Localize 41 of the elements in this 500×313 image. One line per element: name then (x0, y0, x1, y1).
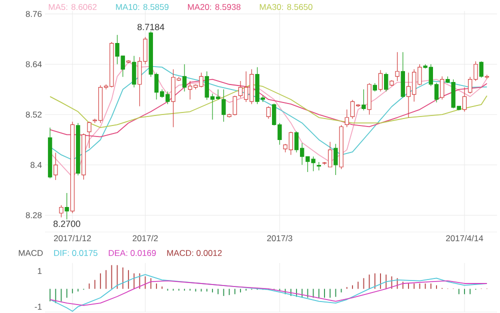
line-series (50, 62, 488, 178)
candlestick (334, 144, 338, 176)
y-tick-label: 8.64 (26, 61, 42, 68)
y-tick-label: -1 (34, 304, 42, 310)
x-tick-label: 2017/1/12 (54, 235, 91, 242)
candlestick (479, 61, 484, 78)
candlestick (440, 76, 444, 100)
candlestick (384, 72, 388, 92)
x-tick-label: 2017/4/14 (446, 235, 484, 242)
annotation: 8.7184 (138, 24, 164, 30)
candlestick (462, 87, 467, 112)
x-tick-label: 2017/2 (132, 235, 158, 242)
candlestick (54, 152, 58, 180)
text: MA30: 8.5650 (260, 4, 312, 10)
candlestick (132, 56, 136, 88)
candlestick (222, 89, 226, 122)
text: MA20: 8.5938 (188, 4, 240, 10)
annotation: 8.2700 (54, 220, 80, 227)
line-series (50, 78, 488, 138)
y-tick-label: 8.76 (26, 10, 42, 17)
text: MA10: 8.5859 (116, 4, 169, 10)
y-tick-label: 8.52 (26, 112, 42, 118)
candlestick (182, 64, 187, 92)
y-tick-label: 1 (38, 268, 42, 274)
candlestick (362, 89, 366, 111)
y-tick-label: 8.28 (26, 212, 42, 218)
chart-title: MACD (18, 250, 43, 256)
text: MACD: 0.0012 (167, 250, 222, 256)
text: DEA: 0.0169 (108, 250, 156, 256)
candlestick (378, 70, 383, 92)
y-tick-label: 8.4 (30, 162, 42, 168)
candlestick (59, 204, 64, 218)
text: DIF: 0.0175 (54, 250, 98, 256)
line-series (50, 280, 488, 306)
text: MA5: 8.6062 (48, 4, 97, 10)
candlestick (266, 106, 271, 120)
candlestick (344, 109, 349, 128)
candlestick (64, 192, 69, 220)
x-tick-label: 2017/3 (267, 235, 292, 242)
candlestick (87, 121, 92, 148)
candlestick (395, 52, 400, 82)
